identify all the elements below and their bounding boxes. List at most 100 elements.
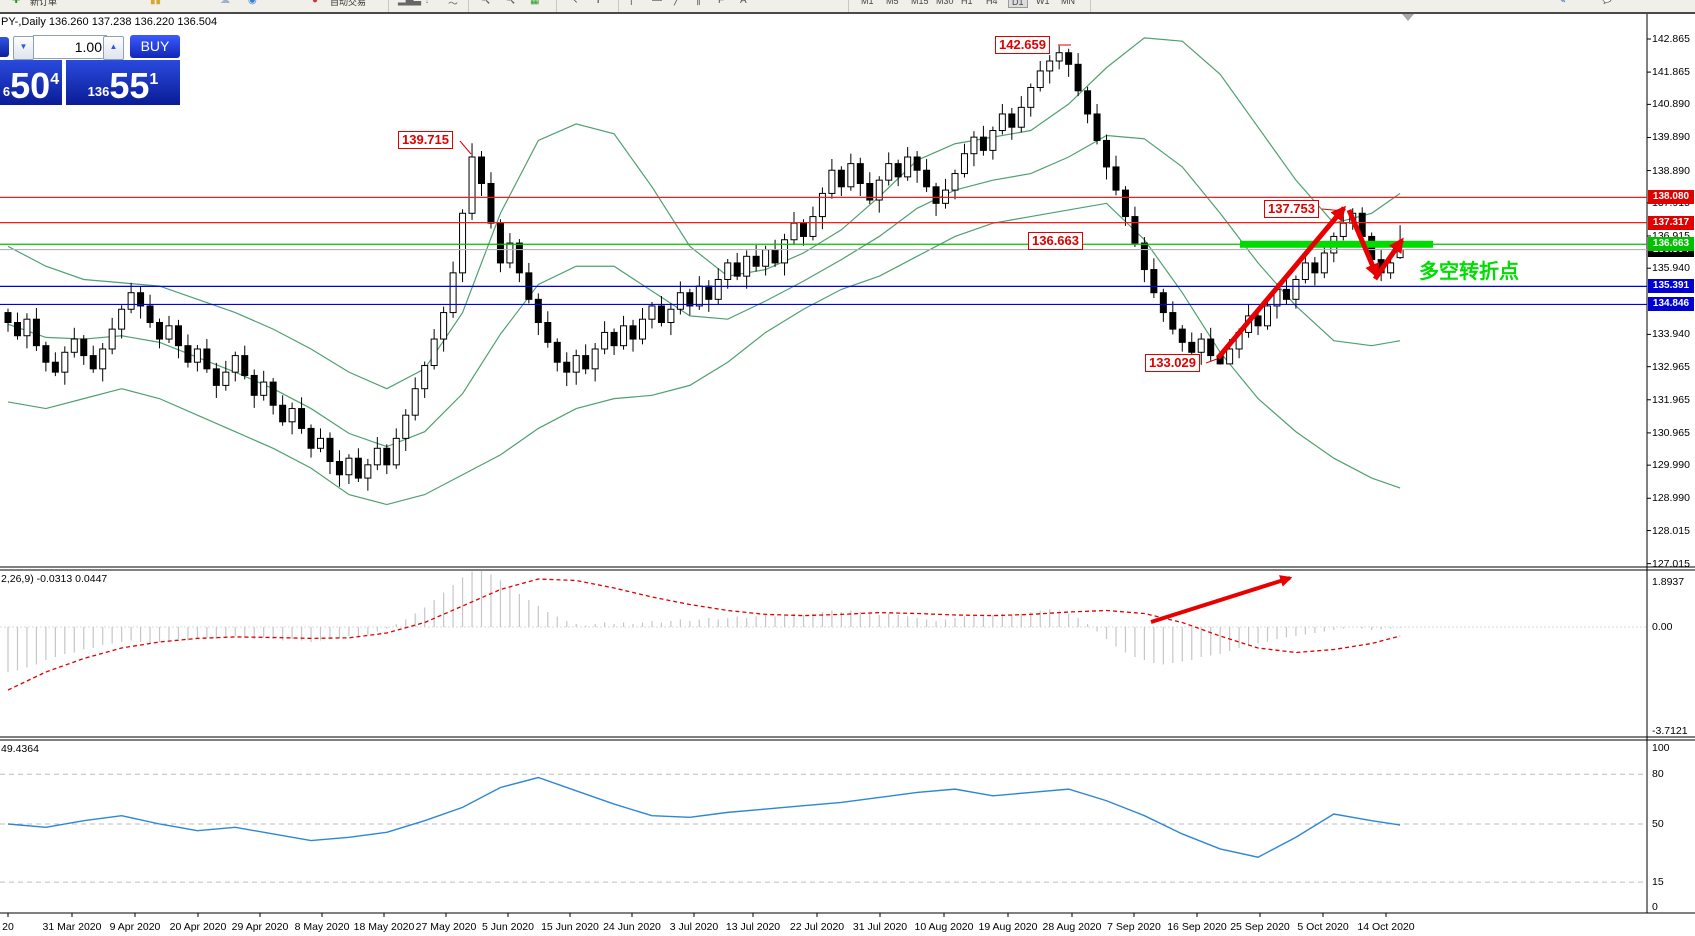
timeframe-m15[interactable]: M15 <box>911 0 929 6</box>
bar-chart-icon[interactable]: ▂▅▃ <box>398 0 422 6</box>
timeframe-m1[interactable]: M1 <box>861 0 874 6</box>
candle-body <box>345 457 353 476</box>
cloud-icon[interactable]: ☁ <box>220 0 230 6</box>
text-tool-icon[interactable]: A <box>740 0 747 6</box>
candle-body <box>1159 292 1167 314</box>
one-click-trade-panel: ▼ 1.00 ▲ BUY 6 50 4 136 55 1 <box>0 33 184 106</box>
candle-body <box>1027 86 1035 108</box>
bid-big-digits: 50 <box>10 65 51 106</box>
candlestick-chart-icon[interactable]: 🕯 <box>426 0 428 5</box>
sell-button[interactable] <box>0 37 9 57</box>
autoscroll-marker-icon[interactable] <box>1402 14 1414 21</box>
candle-body <box>241 355 249 376</box>
volume-input[interactable]: 1.00 <box>33 35 107 59</box>
price-callout-label[interactable]: 137.753 <box>1264 200 1319 218</box>
candle-body <box>904 156 912 178</box>
candle-body <box>591 348 599 370</box>
zoom-out-icon[interactable]: 🔍 <box>505 0 515 4</box>
candle-body <box>582 355 590 370</box>
price-axis-label: 140.890 <box>1652 98 1690 111</box>
candle-body <box>563 361 571 373</box>
timeframe-h4[interactable]: H4 <box>986 0 998 6</box>
toolbar[interactable]: ✚ 新订单 ▮▮ ☁ ◉ ● 自动交易 ▂▅▃ 🕯 〜 🔍 🔍 ▦ ↖ ✛ | — ╱ ∥ F A M1 M5 M15 M30 H… <box>0 0 1695 14</box>
candle-body <box>32 318 40 347</box>
trendline-tool-icon[interactable]: ╱ <box>674 0 681 6</box>
line-chart-icon[interactable]: 〜 <box>448 0 458 10</box>
pencil-icon[interactable]: ✎ <box>1558 0 1567 6</box>
ask-price-panel[interactable]: 136 55 1 <box>66 60 180 105</box>
candle-body <box>137 292 145 307</box>
volume-down-button[interactable]: ▼ <box>13 36 34 60</box>
trend-arrow[interactable] <box>1372 237 1405 281</box>
new-order-icon[interactable]: ✚ <box>12 0 21 6</box>
time-axis-label: 31 Mar 2020 <box>42 921 102 933</box>
bid-price-panel[interactable]: 6 50 4 <box>0 60 62 105</box>
horizontal-line-tool-icon[interactable]: — <box>652 0 662 6</box>
candle-body <box>866 182 874 201</box>
timeframe-w1[interactable]: W1 <box>1036 0 1050 6</box>
buy-button[interactable]: BUY <box>130 35 180 58</box>
globe-icon[interactable]: ◉ <box>248 0 257 6</box>
candle-body <box>1065 52 1073 65</box>
candle-body <box>544 322 552 343</box>
vertical-line-tool-icon[interactable]: | <box>630 0 633 6</box>
chat-icon[interactable]: 💬 <box>1602 0 1612 4</box>
chart-svg[interactable] <box>0 14 1695 936</box>
toolbar-separator <box>1090 0 1091 12</box>
price-callout-label[interactable]: 136.663 <box>1028 232 1083 250</box>
candle-body <box>1226 348 1234 365</box>
candle-body <box>970 136 978 155</box>
trend-arrow[interactable] <box>1216 205 1346 360</box>
candle-body <box>1046 60 1054 72</box>
candle-body <box>1387 262 1395 274</box>
new-order-label[interactable]: 新订单 <box>30 0 58 7</box>
price-callout-label[interactable]: 142.659 <box>995 36 1050 54</box>
candle-body <box>667 308 675 324</box>
candle-body <box>70 338 78 353</box>
timeframe-m30[interactable]: M30 <box>936 0 954 6</box>
price-axis-label: 139.890 <box>1652 131 1690 144</box>
autotrade-icon[interactable]: ● <box>312 0 319 6</box>
support-zone-band[interactable] <box>1240 240 1433 248</box>
candle-body <box>960 153 968 175</box>
candle-body <box>193 348 201 363</box>
volume-up-button[interactable]: ▲ <box>103 36 124 60</box>
price-callout-label[interactable]: 139.715 <box>398 131 453 149</box>
chart-window[interactable]: PY-,Daily 136.260 137.238 136.220 136.50… <box>0 14 1695 936</box>
candle-body <box>496 222 504 264</box>
timeframe-m5[interactable]: M5 <box>886 0 899 6</box>
candle-body <box>288 408 296 423</box>
zoom-in-icon[interactable]: 🔍 <box>480 0 490 4</box>
candle-body <box>1188 341 1196 353</box>
time-axis-label: 13 Jul 2020 <box>725 921 781 933</box>
candle-body <box>1207 338 1215 357</box>
candle-body <box>1084 90 1092 115</box>
price-callout-label[interactable]: 133.029 <box>1145 354 1200 372</box>
candle-body <box>620 325 628 347</box>
candle-body <box>184 345 192 363</box>
trend-arrow[interactable] <box>1346 209 1380 279</box>
autotrade-label[interactable]: 自动交易 <box>330 0 367 7</box>
chart-canvas[interactable] <box>0 14 1695 936</box>
price-axis-label: 128.990 <box>1652 492 1690 505</box>
channel-tool-icon[interactable]: ∥ <box>696 0 701 6</box>
trend-arrow[interactable] <box>1150 575 1293 624</box>
candle-body <box>790 222 798 241</box>
timeframe-mn[interactable]: MN <box>1061 0 1075 6</box>
price-axis-label: 127.015 <box>1652 557 1690 570</box>
timeframe-d1[interactable]: D1 <box>1008 0 1028 8</box>
price-axis-label: 132.965 <box>1652 360 1690 373</box>
candle-body <box>1292 278 1300 300</box>
candle-body <box>733 262 741 277</box>
time-axis-label: 16 Sep 2020 <box>1167 921 1227 933</box>
gold-icon[interactable]: ▮▮ <box>150 0 162 6</box>
fibonacci-tool-icon[interactable]: F <box>718 0 725 6</box>
indicators-grid-icon[interactable]: ▦ <box>530 0 540 6</box>
candle-body <box>402 414 410 439</box>
time-axis-label: 18 May 2020 <box>353 921 415 933</box>
candle-body <box>856 163 864 184</box>
crosshair-tool-icon[interactable]: ✛ <box>594 0 603 6</box>
price-axis-label: 142.865 <box>1652 33 1690 45</box>
cursor-tool-icon[interactable]: ↖ <box>570 0 579 6</box>
timeframe-h1[interactable]: H1 <box>961 0 973 6</box>
